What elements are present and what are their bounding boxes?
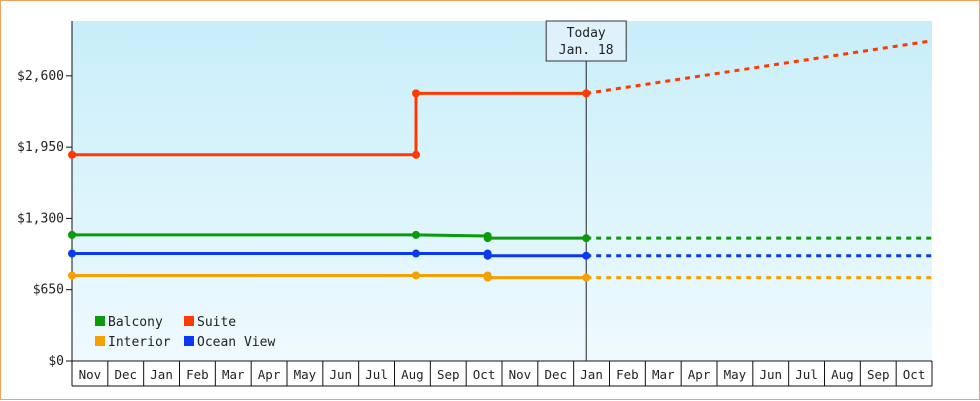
x-tick-label: Jun [759, 367, 782, 382]
x-tick-label: May [724, 367, 747, 382]
today-marker: Today Jan. 18 [545, 20, 627, 361]
y-tick-label: $1,950 [17, 140, 64, 155]
x-tick-label: Jun [329, 367, 352, 382]
legend-swatch [184, 316, 194, 326]
x-tick-label: Sep [437, 367, 460, 382]
data-point-balcony[interactable] [412, 230, 420, 239]
legend-swatch [95, 336, 105, 346]
data-point-suite[interactable] [412, 89, 420, 98]
data-point-ocean-view[interactable] [412, 249, 420, 258]
y-axis: $0 $650 $1,300 $1,950 $2,600 [17, 21, 73, 369]
legend-label: Ocean View [197, 335, 275, 350]
x-tick-label: Jan [150, 367, 173, 382]
x-axis: Nov Dec Jan Feb Mar Apr May Jun Jul Aug Sep Oct Nov D… [71, 360, 933, 387]
plot-background [72, 21, 932, 361]
data-point-interior[interactable] [483, 273, 492, 282]
data-point-suite[interactable] [68, 150, 76, 159]
legend-label: Interior [108, 335, 171, 350]
x-tick-label: Nov [509, 367, 532, 382]
x-tick-label: Aug [831, 367, 854, 382]
series-line-suite [72, 91, 587, 157]
x-tick-label: Jan [580, 367, 603, 382]
legend-label: Balcony [108, 315, 163, 330]
forecast-line-suite [585, 39, 933, 95]
today-date: Jan. 18 [559, 43, 614, 58]
data-point-ocean-view[interactable] [582, 251, 591, 260]
x-tick-label: Aug [401, 367, 424, 382]
data-point-ocean-view[interactable] [483, 251, 492, 260]
x-tick-label: Feb [616, 367, 639, 382]
y-tick-label: $0 [48, 354, 64, 369]
x-tick-label: Feb [186, 367, 209, 382]
x-tick-label: Dec [114, 367, 137, 382]
x-tick-label: Nov [79, 367, 102, 382]
y-tick-label: $2,600 [17, 69, 64, 84]
x-tick-label: Oct [903, 367, 926, 382]
x-tick-label: Mar [652, 367, 675, 382]
y-tick-label: $650 [33, 283, 64, 298]
x-tick-label: Oct [473, 367, 496, 382]
x-tick-label: Dec [544, 367, 567, 382]
data-point-suite[interactable] [582, 89, 591, 98]
data-point-balcony[interactable] [483, 234, 492, 243]
y-tick-label: $1,300 [17, 211, 64, 226]
legend: Balcony Suite Interior Ocean View [95, 315, 275, 350]
data-point-suite[interactable] [412, 150, 420, 159]
legend-swatch [95, 316, 105, 326]
x-tick-label: Jul [795, 367, 818, 382]
today-box [545, 20, 627, 62]
x-tick-label: May [294, 367, 317, 382]
data-point-ocean-view[interactable] [68, 249, 76, 258]
x-tick-label: Apr [258, 367, 281, 382]
x-tick-label: Apr [688, 367, 711, 382]
today-label: Today [567, 26, 606, 41]
x-tick-label: Sep [867, 367, 890, 382]
data-point-balcony[interactable] [68, 230, 76, 239]
data-point-interior[interactable] [68, 271, 76, 280]
legend-label: Suite [197, 315, 236, 330]
data-point-interior[interactable] [582, 273, 591, 282]
x-tick-label: Jul [365, 367, 388, 382]
data-point-balcony[interactable] [582, 234, 591, 243]
series-layer [68, 39, 933, 282]
x-tick-label: Mar [222, 367, 245, 382]
data-point-interior[interactable] [412, 271, 420, 280]
legend-swatch [184, 336, 194, 346]
